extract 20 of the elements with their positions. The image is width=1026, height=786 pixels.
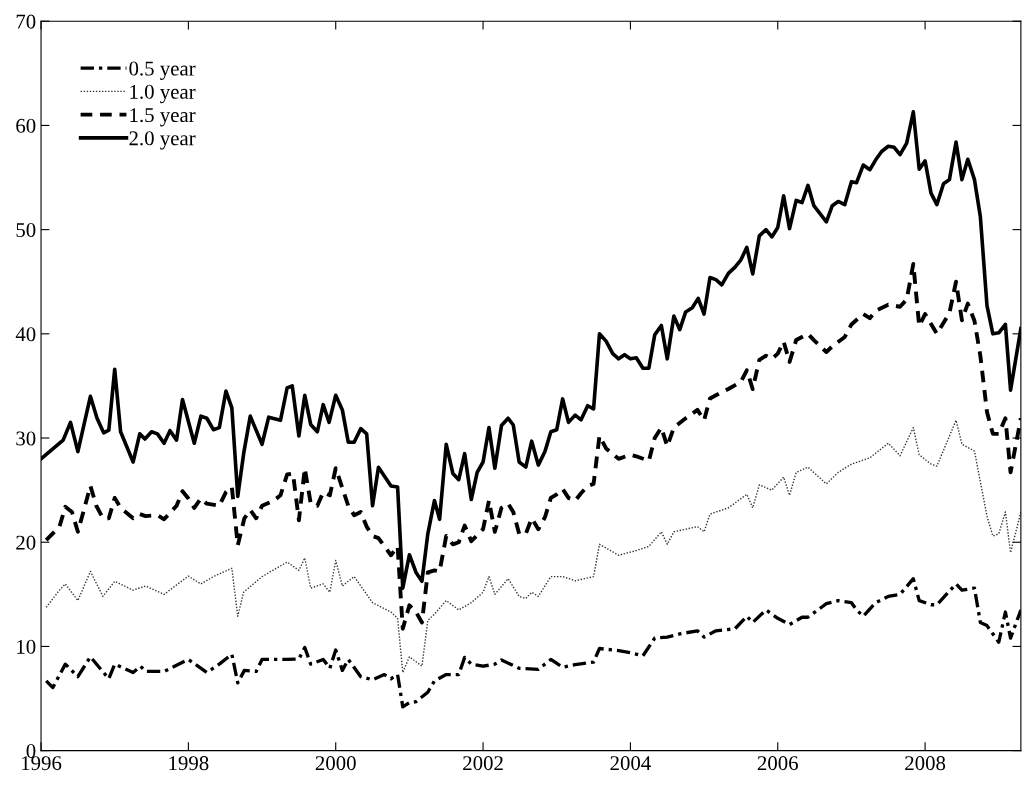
x-tick-label: 1996 bbox=[22, 756, 62, 771]
y-tick-label: 70 bbox=[16, 14, 36, 29]
y-tick-label: 60 bbox=[16, 118, 36, 133]
x-tick-label: 2004 bbox=[610, 756, 651, 771]
x-tick-label: 2008 bbox=[905, 756, 946, 771]
y-tick-label: 0 bbox=[26, 744, 36, 759]
legend-label: 1.5 year bbox=[130, 108, 196, 127]
y-tick-label: 20 bbox=[16, 535, 36, 550]
x-tick-label: 2006 bbox=[757, 756, 798, 771]
legend-label: 0.5 year bbox=[129, 61, 196, 80]
legend-label: 1.0 year bbox=[130, 84, 196, 104]
y-tick-label: 10 bbox=[17, 639, 36, 654]
x-tick-label: 1998 bbox=[169, 756, 209, 771]
y-tick-label: 30 bbox=[16, 431, 36, 446]
y-tick-label: 50 bbox=[16, 223, 36, 238]
y-tick-label: 40 bbox=[15, 327, 36, 342]
legend-label: 2.0 year bbox=[129, 131, 196, 150]
x-tick-label: 2002 bbox=[463, 756, 503, 771]
x-tick-label: 2000 bbox=[315, 756, 356, 771]
line-series bbox=[45, 419, 1021, 674]
